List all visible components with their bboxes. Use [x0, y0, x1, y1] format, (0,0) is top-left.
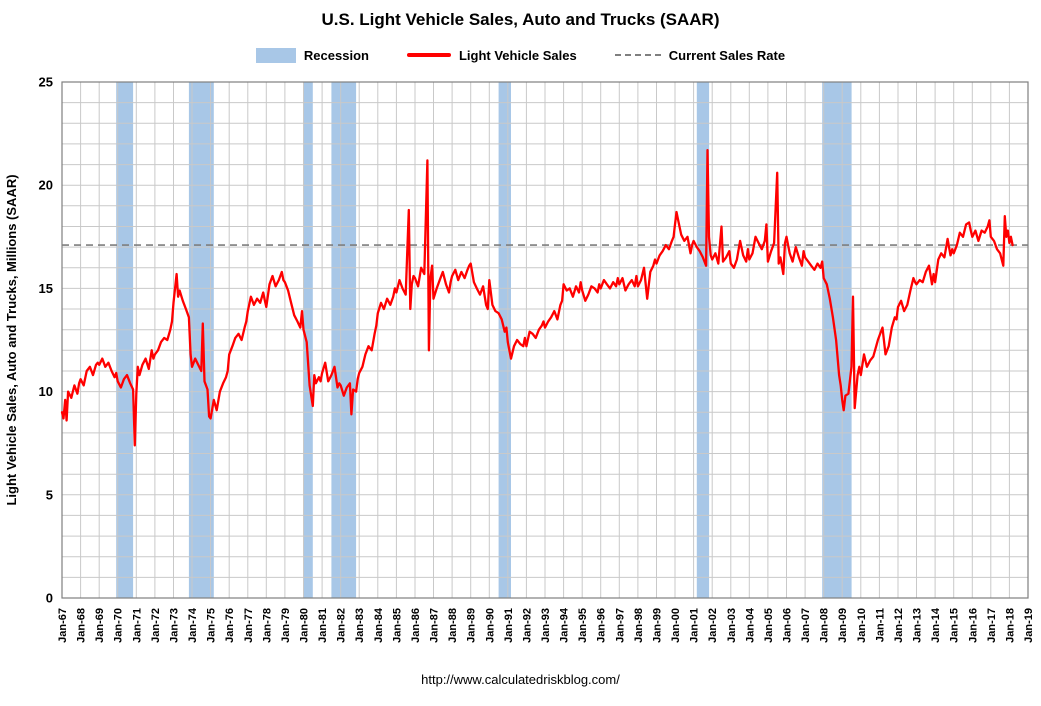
legend-item-sales: Light Vehicle Sales — [406, 47, 577, 63]
x-axis-tick-label: Jan-84 — [373, 607, 385, 643]
x-axis-tick-label: Jan-90 — [484, 608, 496, 643]
y-axis-tick-label: 15 — [39, 281, 53, 296]
x-axis-tick-label: Jan-04 — [744, 607, 756, 643]
legend-label-current-rate: Current Sales Rate — [668, 47, 786, 63]
x-axis-tick-label: Jan-17 — [986, 608, 998, 643]
x-axis-tick-label: Jan-93 — [540, 608, 552, 643]
x-axis-tick-label: Jan-69 — [94, 608, 106, 643]
x-axis-tick-label: Jan-15 — [949, 608, 961, 643]
legend-label-sales: Light Vehicle Sales — [458, 47, 577, 63]
recession-band — [331, 82, 357, 598]
x-axis-tick-label: Jan-05 — [763, 608, 775, 643]
x-axis-tick-label: Jan-94 — [559, 607, 571, 643]
x-axis-tick-label: Jan-75 — [206, 608, 218, 643]
page-title: U.S. Light Vehicle Sales, Auto and Truck… — [321, 10, 720, 29]
x-axis-tick-label: Jan-06 — [782, 608, 794, 643]
current-rate-swatch-icon — [614, 54, 661, 56]
x-axis-tick-label: Jan-01 — [689, 608, 701, 643]
recession-band — [116, 82, 134, 598]
x-axis-tick-label: Jan-76 — [224, 608, 236, 643]
x-axis-tick-label: Jan-71 — [131, 608, 143, 643]
x-axis-tick-label: Jan-99 — [652, 608, 664, 643]
x-axis-tick-label: Jan-74 — [187, 607, 199, 643]
x-axis-tick-label: Jan-02 — [707, 608, 719, 643]
x-axis-tick-label: Jan-10 — [856, 608, 868, 643]
x-axis-tick-label: Jan-97 — [614, 608, 626, 643]
sales-line-swatch-icon — [406, 53, 451, 57]
legend-item-current-rate: Current Sales Rate — [614, 47, 786, 63]
x-axis-tick-label: Jan-79 — [280, 608, 292, 643]
x-axis-tick-label: Jan-88 — [447, 608, 459, 643]
x-axis-tick-label: Jan-00 — [670, 608, 682, 643]
x-axis-tick-label: Jan-12 — [893, 608, 905, 643]
sales-chart: 0 5 10 15 20 25 Jan-67 Jan-68 Jan-69 Jan-70 Jan-71… — [4, 75, 1035, 643]
light-vehicle-sales-line — [60, 148, 1014, 447]
x-axis-tick-label: Jan-86 — [410, 608, 422, 643]
x-axis-tick-label: Jan-19 — [1023, 608, 1035, 643]
x-axis-tick-label: Jan-73 — [169, 608, 181, 643]
x-axis-tick-label: Jan-09 — [837, 608, 849, 643]
x-axis-tick-label: Jan-78 — [261, 608, 273, 643]
x-axis-tick-label: Jan-03 — [726, 608, 738, 643]
x-axis-tick-label: Jan-82 — [336, 608, 348, 643]
x-axis-tick-label: Jan-18 — [1004, 608, 1016, 643]
source-url: http://www.calculatedriskblog.com/ — [421, 672, 620, 687]
x-axis-tick-label: Jan-13 — [912, 608, 924, 643]
y-axis-tick-label: 0 — [46, 591, 53, 606]
x-axis-tick-label: Jan-92 — [521, 608, 533, 643]
legend-item-recession: Recession — [255, 47, 369, 63]
legend: Recession Light Vehicle Sales Current Sa… — [0, 44, 1041, 66]
recession-band — [498, 82, 511, 598]
y-axis-tick-label: 5 — [46, 487, 53, 502]
x-axis-tick-label: Jan-77 — [243, 608, 255, 643]
x-axis-tick-label: Jan-85 — [391, 608, 403, 643]
y-axis-tick-label: 20 — [39, 178, 53, 193]
legend-label-recession: Recession — [303, 47, 369, 63]
x-axis-tick-label: Jan-98 — [633, 608, 645, 643]
x-axis-tick-label: Jan-95 — [577, 608, 589, 643]
x-axis-tick-label: Jan-91 — [503, 608, 515, 643]
recession-band — [303, 82, 313, 598]
x-axis-tick-label: Jan-81 — [317, 608, 329, 643]
x-axis-tick-label: Jan-96 — [596, 608, 608, 643]
x-axis-tick-label: Jan-11 — [874, 608, 886, 642]
x-axis-tick-label: Jan-07 — [800, 608, 812, 643]
x-axis-tick-label: Jan-67 — [57, 608, 69, 643]
y-axis-title: Light Vehicle Sales, Auto and Trucks, Mi… — [4, 174, 19, 505]
x-axis-tick-label: Jan-72 — [150, 608, 162, 643]
plot-border — [61, 81, 1029, 599]
x-axis-tick-label: Jan-68 — [76, 608, 88, 643]
x-axis-tick-label: Jan-14 — [930, 607, 942, 643]
x-axis-tick-label: Jan-16 — [967, 608, 979, 643]
x-axis-tick-label: Jan-70 — [113, 608, 125, 643]
x-axis-tick-label: Jan-08 — [819, 608, 831, 643]
y-axis-tick-label: 10 — [39, 384, 53, 399]
y-axis-tick-label: 25 — [39, 75, 53, 90]
x-axis-tick-label: Jan-87 — [429, 608, 441, 643]
x-axis-tick-label: Jan-89 — [466, 608, 478, 643]
x-axis-tick-label: Jan-80 — [299, 608, 311, 643]
recession-swatch-icon — [255, 47, 296, 63]
x-axis-tick-label: Jan-83 — [354, 608, 366, 643]
